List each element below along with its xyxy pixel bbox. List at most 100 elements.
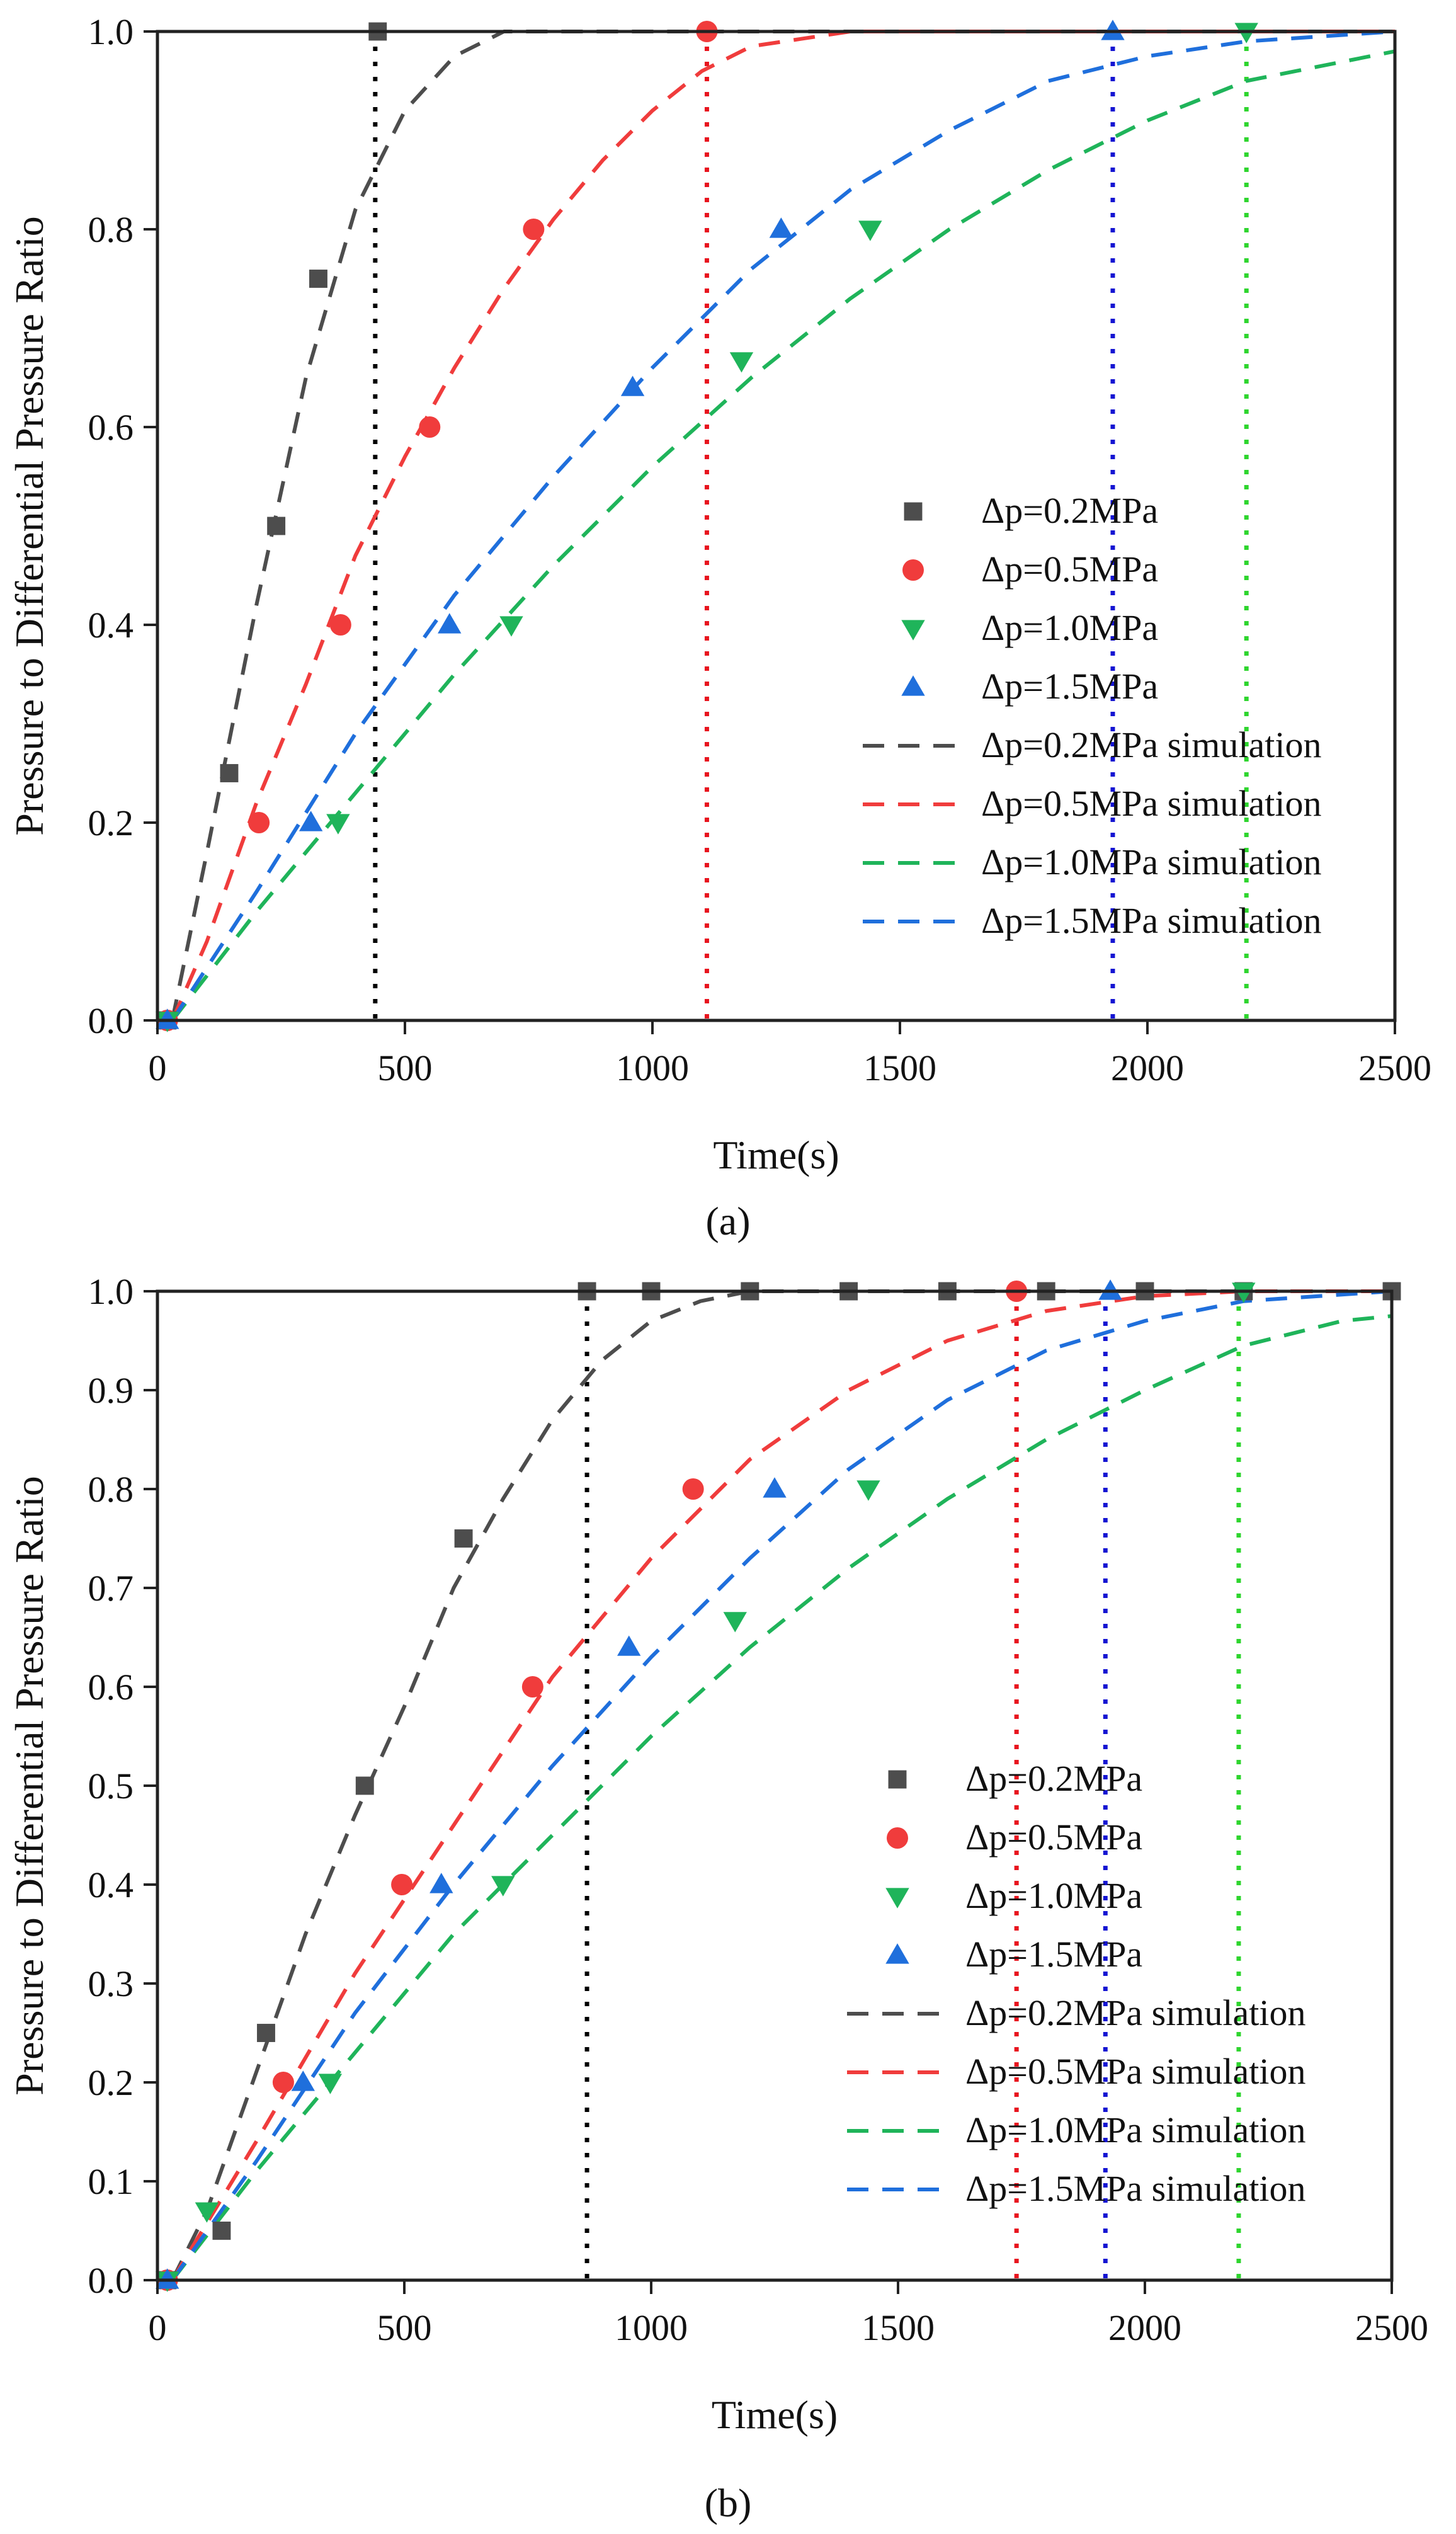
chart-a-y-tick-label-5: 1.0 bbox=[88, 11, 134, 52]
chart-b-point-p-0-2mpa-1 bbox=[212, 2222, 231, 2240]
panel-label-a: (a) bbox=[705, 1199, 750, 1243]
chart-b-point-p-0-5mpa-3 bbox=[521, 1676, 543, 1698]
chart-b-y-tick-label-4: 0.4 bbox=[88, 1864, 134, 1905]
chart-b-legend-label-p-1-0mpa: Δp=1.0MPa bbox=[965, 1875, 1142, 1916]
chart-a-legend-label-p-0-2mpa-simulation: Δp=0.2MPa simulation bbox=[981, 724, 1321, 765]
chart-a-point-p-0-5mpa-2 bbox=[329, 614, 351, 636]
chart-a-legend-symbol-p-0-2mpa bbox=[904, 502, 923, 521]
chart-b-y-tick-label-7: 0.7 bbox=[88, 1568, 134, 1609]
chart-a-point-p-1-0mpa-2 bbox=[499, 616, 523, 637]
chart-b-legend-symbol-p-0-2mpa bbox=[888, 1770, 907, 1789]
chart-a-point-p-0-5mpa-3 bbox=[419, 416, 441, 438]
chart-a-point-p-1-5mpa-4 bbox=[769, 217, 793, 238]
chart-a-point-p-1-5mpa-5 bbox=[1101, 20, 1125, 40]
chart-a-axes-frame bbox=[156, 30, 1397, 1022]
chart-b-point-p-0-5mpa-4 bbox=[682, 1478, 704, 1500]
chart-b-legend-symbol-p-1-5mpa bbox=[885, 1943, 909, 1964]
chart-b-legend-label-p-0-2mpa-simulation: Δp=0.2MPa simulation bbox=[965, 1992, 1305, 2033]
chart-b-y-axis-title: Pressure to Differential Pressure Ratio bbox=[7, 1476, 52, 2095]
chart-a-point-p-1-0mpa-3 bbox=[729, 352, 754, 373]
chart-b-legend-label-p-1-5mpa-simulation: Δp=1.5MPa simulation bbox=[965, 2168, 1305, 2209]
chart-b-point-p-1-0mpa-5 bbox=[856, 1480, 880, 1501]
chart-b-point-p-0-2mpa-2 bbox=[257, 2024, 275, 2042]
chart-b-x-tick-label-3: 1500 bbox=[862, 2307, 935, 2348]
chart-a-x-tick-label-1: 500 bbox=[378, 1047, 433, 1088]
chart-b-legend-label-p-1-5mpa: Δp=1.5MPa bbox=[965, 1934, 1142, 1975]
chart-a-y-tick-label-2: 0.4 bbox=[88, 605, 134, 646]
chart-panel-b: 0 500 1000 1500 2000 2500 0.0 0.1 0.2 0.3 0.4 0.5 0.… bbox=[7, 1271, 1428, 2437]
chart-b-curve-p-0-2mpa-simulation bbox=[170, 1289, 1392, 2281]
chart-a-plot-area bbox=[156, 20, 1396, 1032]
chart-b-point-p-1-5mpa-4 bbox=[763, 1477, 787, 1498]
chart-a-legend-symbol-p-0-5mpa bbox=[902, 559, 924, 581]
chart-b-curve-p-1-5mpa-simulation bbox=[171, 1289, 1392, 2281]
chart-b-y-tick-label-8: 0.8 bbox=[88, 1469, 134, 1510]
chart-a-y-tick-label-3: 0.6 bbox=[88, 407, 134, 448]
chart-b-legend-label-p-1-0mpa-simulation: Δp=1.0MPa simulation bbox=[965, 2109, 1305, 2150]
chart-b-legend-symbol-p-1-0mpa bbox=[885, 1888, 909, 1909]
chart-b-point-p-1-0mpa-1 bbox=[195, 2202, 219, 2223]
chart-b-x-tick-label-5: 2500 bbox=[1355, 2307, 1428, 2348]
chart-b-x-tick-label-2: 1000 bbox=[615, 2307, 688, 2348]
chart-a-curve-p-0-5mpa-simulation bbox=[170, 30, 1395, 1022]
chart-a-y-tick-label-0: 0.0 bbox=[88, 1000, 134, 1041]
chart-b-y-tick-label-3: 0.3 bbox=[88, 1963, 134, 2004]
chart-a-point-p-1-0mpa-4 bbox=[858, 220, 882, 241]
chart-b-x-tick-label-1: 500 bbox=[377, 2307, 432, 2348]
chart-b-x-tick-label-4: 2000 bbox=[1108, 2307, 1181, 2348]
chart-b-point-p-1-0mpa-3 bbox=[491, 1876, 515, 1897]
panel-label-b: (b) bbox=[705, 2480, 752, 2525]
chart-a-legend-symbol-p-1-5mpa bbox=[901, 675, 925, 696]
chart-a-x-tick-label-4: 2000 bbox=[1111, 1047, 1184, 1088]
chart-a-legend-label-p-0-2mpa: Δp=0.2MPa bbox=[981, 490, 1158, 531]
chart-b-legend-label-p-0-2mpa: Δp=0.2MPa bbox=[965, 1758, 1142, 1799]
chart-b-point-p-1-5mpa-1 bbox=[291, 2070, 315, 2091]
chart-a-legend-label-p-1-5mpa-simulation: Δp=1.5MPa simulation bbox=[981, 900, 1321, 941]
chart-b-point-p-1-0mpa-6 bbox=[1232, 1282, 1256, 1303]
chart-b-curve-p-0-5mpa-simulation bbox=[170, 1289, 1392, 2281]
chart-a-legend: Δp=0.2MPa Δp=0.5MPa Δp=1.0MPa Δp=1.5MPa Δp=0… bbox=[863, 490, 1321, 941]
chart-b-point-p-1-0mpa-4 bbox=[723, 1612, 747, 1633]
chart-a-point-p-1-5mpa-2 bbox=[438, 613, 462, 634]
chart-a-point-p-0-5mpa-4 bbox=[523, 219, 545, 240]
chart-a-y-tick-label-1: 0.2 bbox=[88, 802, 134, 843]
chart-a-legend-label-p-0-5mpa-simulation: Δp=0.5MPa simulation bbox=[981, 783, 1321, 824]
chart-b-y-tick-label-9: 0.9 bbox=[88, 1370, 134, 1411]
chart-b-point-p-1-5mpa-0 bbox=[155, 2268, 179, 2289]
chart-b-point-p-1-5mpa-2 bbox=[429, 1873, 453, 1893]
chart-b-point-p-1-0mpa-2 bbox=[318, 2074, 343, 2094]
chart-b-y-tick-label-2: 0.2 bbox=[88, 2062, 134, 2103]
chart-a-legend-label-p-0-5mpa: Δp=0.5MPa bbox=[981, 549, 1158, 590]
chart-a-point-p-0-2mpa-1 bbox=[220, 764, 239, 782]
chart-a-point-p-1-0mpa-1 bbox=[326, 814, 350, 835]
chart-panel-a: 0 500 1000 1500 2000 2500 0.0 0.2 0.4 0.6 0.8 1.0 Ti… bbox=[7, 11, 1431, 1177]
chart-a-x-tick-label-0: 0 bbox=[149, 1047, 167, 1088]
chart-a-legend-label-p-1-5mpa: Δp=1.5MPa bbox=[981, 666, 1158, 707]
chart-a-x-tick-label-2: 1000 bbox=[616, 1047, 689, 1088]
chart-b-y-tick-label-10: 1.0 bbox=[88, 1271, 134, 1312]
chart-b-point-p-0-5mpa-1 bbox=[272, 2072, 294, 2093]
chart-a-point-p-0-5mpa-1 bbox=[248, 812, 270, 833]
chart-a-x-tick-label-3: 1500 bbox=[863, 1047, 936, 1088]
chart-a-point-p-1-0mpa-5 bbox=[1234, 23, 1258, 43]
chart-b-point-p-1-5mpa-5 bbox=[1098, 1279, 1122, 1300]
chart-b-y-tick-label-6: 0.6 bbox=[88, 1667, 134, 1708]
chart-b-point-p-0-2mpa-4 bbox=[454, 1529, 473, 1548]
chart-a-legend-label-p-1-0mpa: Δp=1.0MPa bbox=[981, 607, 1158, 648]
chart-a-point-p-1-5mpa-1 bbox=[299, 811, 323, 831]
chart-b-legend-label-p-0-5mpa-simulation: Δp=0.5MPa simulation bbox=[965, 2051, 1305, 2092]
chart-a-point-p-0-2mpa-3 bbox=[309, 270, 327, 288]
chart-b-plot-area bbox=[155, 1279, 1401, 2292]
chart-b-y-tick-label-5: 0.5 bbox=[88, 1766, 134, 1806]
chart-b-y-tick-label-1: 0.1 bbox=[88, 2161, 134, 2202]
chart-a-y-tick-label-4: 0.8 bbox=[88, 209, 134, 250]
chart-a-x-tick-label-5: 2500 bbox=[1358, 1047, 1431, 1088]
chart-a-curve-p-1-0mpa-simulation bbox=[171, 49, 1396, 1022]
chart-a-point-p-1-5mpa-3 bbox=[620, 375, 645, 396]
chart-a-x-axis-title: Time(s) bbox=[713, 1133, 839, 1177]
chart-b-legend-label-p-0-5mpa: Δp=0.5MPa bbox=[965, 1817, 1142, 1858]
chart-a-legend-symbol-p-1-0mpa bbox=[901, 620, 925, 641]
chart-b-legend: Δp=0.2MPa Δp=0.5MPa Δp=1.0MPa Δp=1.5MPa Δp=0… bbox=[847, 1758, 1305, 2209]
chart-a-point-p-0-2mpa-2 bbox=[267, 517, 286, 535]
